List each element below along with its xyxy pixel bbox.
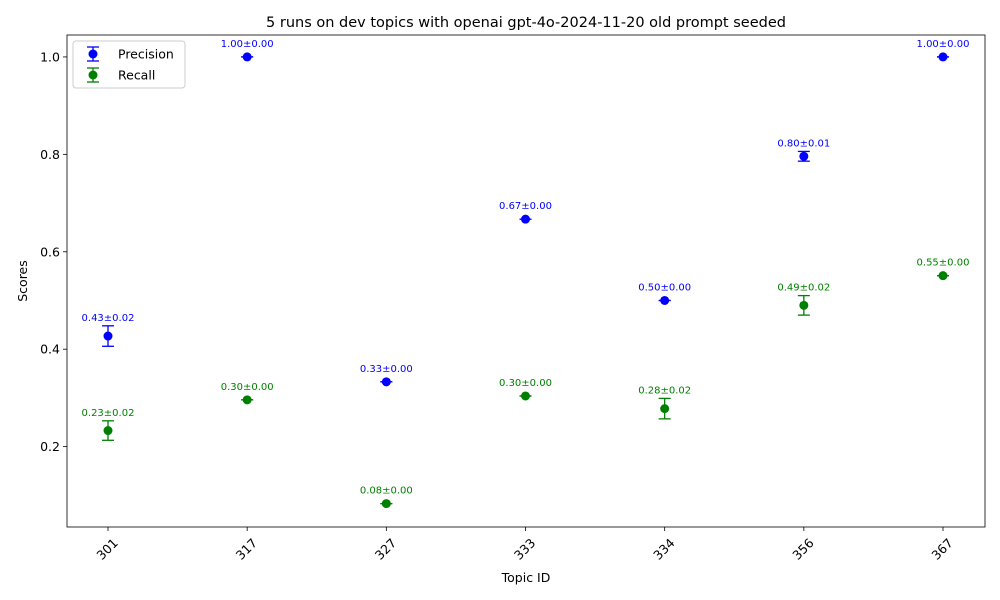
- y-tick-label: 0.8: [40, 147, 60, 162]
- recall-data-label: 0.30±0.00: [499, 378, 552, 389]
- x-tick-label: 356: [789, 535, 817, 563]
- precision-point: [799, 151, 809, 161]
- x-tick-label: 327: [372, 535, 399, 562]
- recall-point: [799, 300, 809, 310]
- x-tick-label: 301: [93, 535, 120, 562]
- recall-point: [381, 499, 391, 509]
- precision-data-label: 0.33±0.00: [360, 364, 413, 375]
- precision-data-label: 0.67±0.00: [499, 201, 552, 212]
- legend-recall-marker: [88, 70, 98, 80]
- recall-point: [938, 271, 948, 281]
- legend-frame: [72, 40, 186, 89]
- precision-data-label: 1.00±0.00: [917, 39, 970, 50]
- y-tick-label: 0.4: [40, 342, 60, 357]
- x-tick-label: 317: [233, 535, 260, 562]
- legend-recall-label: Recall: [118, 68, 155, 83]
- precision-point: [381, 377, 391, 387]
- precision-point: [660, 295, 670, 305]
- recall-data-label: 0.23±0.02: [82, 408, 135, 419]
- precision-point: [103, 331, 113, 341]
- legend-precision-label: Precision: [118, 47, 174, 62]
- y-tick-label: 0.2: [40, 439, 60, 454]
- x-tick-label: 333: [511, 535, 538, 562]
- recall-data-label: 0.49±0.02: [777, 283, 830, 294]
- precision-data-label: 1.00±0.00: [221, 39, 274, 50]
- y-tick-label: 0.6: [40, 244, 60, 259]
- precision-point: [242, 52, 252, 62]
- precision-point: [938, 52, 948, 62]
- recall-point: [660, 404, 670, 414]
- recall-point: [242, 395, 252, 405]
- recall-data-label: 0.08±0.00: [360, 486, 413, 497]
- chart-title: 5 runs on dev topics with openai gpt-4o-…: [266, 15, 786, 31]
- recall-point: [103, 426, 113, 436]
- x-tick-label: 334: [650, 535, 678, 563]
- y-axis-label: Scores: [15, 260, 30, 302]
- recall-data-label: 0.28±0.02: [638, 385, 691, 396]
- precision-point: [521, 214, 530, 224]
- precision-data-label: 0.43±0.02: [82, 313, 135, 324]
- legend-precision-marker: [88, 49, 98, 59]
- plot-area: 0.2 0.4 0.6 0.8 1.0 301 317 327 333 334 356 367 0.43…: [40, 34, 986, 563]
- recall-data-label: 0.30±0.00: [221, 382, 274, 393]
- recall-data-label: 0.55±0.00: [917, 258, 970, 269]
- x-tick-label: 367: [928, 535, 955, 562]
- recall-point: [521, 391, 530, 401]
- axes-frame: [66, 34, 986, 528]
- y-tick-label: 1.0: [40, 49, 60, 64]
- precision-data-label: 0.50±0.00: [638, 282, 691, 293]
- x-axis-label: Topic ID: [501, 570, 551, 585]
- precision-data-label: 0.80±0.01: [777, 138, 830, 149]
- legend: Precision Recall: [72, 40, 186, 89]
